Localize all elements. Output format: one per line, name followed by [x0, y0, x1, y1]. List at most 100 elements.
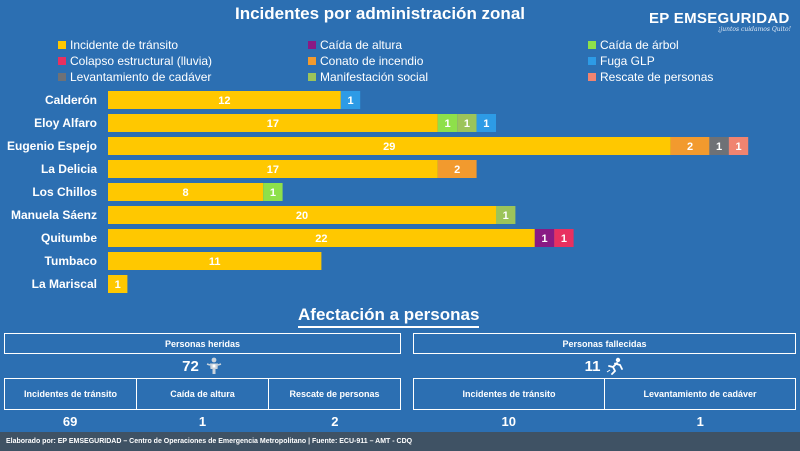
category-label: Quitumbe — [41, 231, 97, 245]
category-label: Manuela Sáenz — [11, 208, 97, 222]
bar-segment — [340, 91, 361, 109]
deceased-total: 11 — [584, 357, 601, 375]
data-label: 1 — [503, 210, 509, 222]
data-label: 1 — [561, 233, 567, 245]
brand-logo: EP EMSEGURIDAD ¡juntos cuidamos Quito! — [649, 10, 795, 36]
category-label: Calderón — [45, 93, 97, 107]
deceased-value: 10 — [501, 413, 516, 429]
affectation-title: Afectación a personas — [298, 305, 480, 328]
data-label: 1 — [735, 141, 741, 153]
legend-label: Caída de altura — [320, 37, 403, 52]
data-label: 1 — [270, 187, 276, 199]
deceased-header: Personas fallecidas — [413, 333, 796, 354]
category-label: La Delicia — [41, 162, 97, 176]
bar-segment — [108, 275, 128, 293]
chart-title: Incidentes por administración zonal — [235, 4, 525, 23]
injured-total: 72 — [182, 357, 199, 375]
data-label: 1 — [483, 118, 489, 130]
legend-swatch — [308, 56, 316, 65]
data-label: 20 — [296, 210, 308, 222]
data-label: 1 — [464, 118, 470, 130]
bar-segment — [108, 114, 438, 132]
data-label: 1 — [115, 279, 121, 291]
legend-item: Manifestación social — [308, 69, 588, 84]
bar-segment — [437, 160, 477, 178]
deceased-panel: Personas fallecidas 11 Incidentes de trá… — [413, 333, 796, 430]
data-label: 1 — [541, 233, 547, 245]
legend-item: Fuga GLP — [588, 53, 738, 68]
legend-label: Manifestación social — [320, 69, 429, 84]
data-label: 1 — [347, 95, 353, 107]
category-label: La Mariscal — [32, 277, 97, 291]
deceased-col-header: Incidentes de tránsito — [414, 379, 605, 409]
legend-swatch — [58, 72, 66, 81]
injured-header: Personas heridas — [4, 333, 401, 354]
injured-total-row: 72 — [4, 355, 401, 377]
injured-columns: Incidentes de tránsito Caída de altura R… — [4, 378, 401, 410]
data-label: 8 — [183, 187, 189, 199]
footer-source: Elaborado por: EP EMSEGURIDAD – Centro d… — [0, 432, 800, 451]
legend-item: Conato de incendio — [308, 53, 588, 68]
legend-item: Caída de árbol — [588, 37, 738, 52]
injured-values: 69 1 2 — [4, 412, 401, 430]
legend-item: Incidente de tránsito — [58, 37, 308, 52]
legend-item: Rescate de personas — [588, 69, 738, 84]
brand-tagline: ¡juntos cuidamos Quito! — [718, 26, 791, 33]
legend-label: Caída de árbol — [600, 37, 679, 52]
legend-label: Fuga GLP — [600, 53, 655, 68]
deceased-values: 10 1 — [413, 412, 796, 430]
bar-segment — [108, 183, 264, 201]
data-label: 2 — [687, 141, 693, 153]
injured-person-icon — [206, 357, 222, 374]
bar-segment — [728, 137, 749, 155]
injured-col-header: Rescate de personas — [289, 389, 380, 399]
category-label: Los Chillos — [32, 185, 97, 199]
deceased-columns: Incidentes de tránsito Levantamiento de … — [413, 378, 796, 410]
bar-segment — [108, 137, 671, 155]
legend-swatch — [58, 56, 66, 65]
bar-segment — [108, 91, 341, 109]
data-label: 29 — [383, 141, 395, 153]
bar-segment — [108, 252, 322, 270]
category-label: Eloy Alfaro — [34, 116, 97, 130]
injured-panel: Personas heridas 72 Incidentes de tránsi… — [4, 333, 401, 430]
injured-col-header: Incidentes de tránsito — [5, 379, 137, 409]
legend-swatch — [588, 56, 596, 65]
bar-segment — [108, 229, 535, 247]
legend-label: Conato de incendio — [320, 53, 424, 68]
data-label: 1 — [716, 141, 722, 153]
data-label: 22 — [315, 233, 327, 245]
data-label: 2 — [454, 164, 460, 176]
bar-segment — [554, 229, 574, 247]
injured-value: 69 — [62, 413, 78, 429]
chart-legend: Incidente de tránsito Caída de altura Caíd… — [58, 37, 738, 84]
bar-segment — [476, 114, 496, 132]
bar-segment — [709, 137, 729, 155]
legend-swatch — [588, 40, 596, 49]
legend-swatch — [308, 40, 316, 49]
legend-label: Incidente de tránsito — [70, 37, 179, 52]
bar-segment — [108, 160, 438, 178]
bar-segment — [263, 183, 283, 201]
legend-swatch — [308, 72, 316, 81]
bar-segment — [457, 114, 477, 132]
legend-label: Colapso estructural (lluvia) — [70, 53, 213, 68]
legend-label: Rescate de personas — [600, 69, 714, 84]
category-label: Tumbaco — [45, 254, 97, 268]
bar-segment — [496, 206, 516, 224]
bar-segment — [534, 229, 555, 247]
bar-segment — [108, 206, 496, 224]
deceased-value: 1 — [696, 413, 704, 429]
deceased-col-header: Levantamiento de cadáver — [643, 389, 757, 399]
data-label: 11 — [209, 256, 221, 268]
legend-item: Caída de altura — [308, 37, 588, 52]
legend-item: Levantamiento de cadáver — [58, 69, 308, 84]
injured-value: 1 — [198, 413, 207, 429]
category-label: Eugenio Espejo — [7, 139, 97, 153]
deceased-total-row: 11 — [413, 355, 796, 377]
legend-swatch — [588, 72, 596, 81]
legend-swatch — [58, 40, 66, 49]
injured-col-header: Caída de altura — [137, 379, 269, 409]
brand-name: EP EMSEGURIDAD — [649, 10, 790, 27]
data-label: 1 — [444, 118, 450, 130]
